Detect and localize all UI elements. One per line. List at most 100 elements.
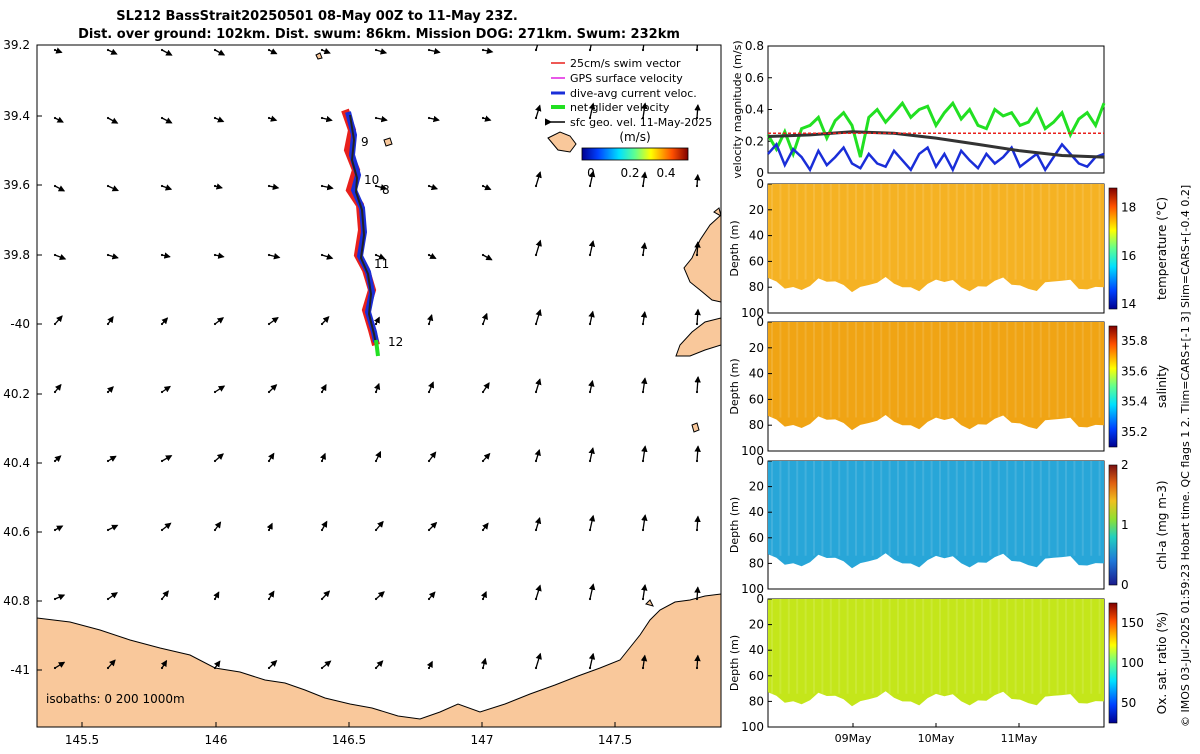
velocity-arrow-base [641,116,645,120]
velocity-arrow [54,116,64,123]
depth-ylabel: Depth (m) [728,635,741,691]
depth-tick-label: 40 [749,367,764,381]
velocity-plot-frame [767,45,1105,174]
velocity-arrow [428,183,439,191]
velocity-arrow-base [427,666,431,670]
velocity-arrow-base [106,116,110,120]
velocity-ytick-label: 0.6 [745,71,764,85]
velocity-arrow-base [213,528,217,532]
velocity-arrow [268,115,278,122]
depth-tick-label: 0 [756,592,764,606]
depth-tick-label: 40 [749,505,764,519]
velocity-arrow [482,115,492,122]
velocity-arrow-base [213,390,217,394]
velocity-arrow-base [267,459,271,463]
lat-tick-label: 40.2 [3,387,30,401]
velocity-arrow-base [320,459,324,463]
velocity-arrow [214,317,225,325]
velocity-arrow [214,116,225,123]
velocity-arrow [54,455,62,463]
colorbar-unit-label: (m/s) [619,130,650,144]
velocity-arrow [107,316,114,325]
velocity-arrow-base [695,184,699,188]
colorbar-tick-label: 0 [1121,578,1129,592]
velocity-arrow-base [374,528,378,532]
velocity-arrow-base [320,666,324,670]
velocity-arrow-base [641,459,645,463]
velocity-arrow-base [695,666,699,670]
velocity-arrow [428,521,438,531]
velocity-arrow-base [588,459,592,463]
velocity-arrow-base [534,322,538,326]
velocity-arrow-base [641,666,645,670]
velocity-arrow [107,185,119,192]
legend-item-sfc-geo-vel: sfc geo. vel. 11-May-2025 [544,116,712,129]
velocity-arrow [107,592,118,600]
velocity-arrow [54,661,66,669]
depth-tick-label: 100 [741,582,764,596]
depth-tick-label: 80 [749,280,764,294]
depth-tick-label: 20 [749,203,764,217]
velocity-arrow [694,586,701,600]
isobaths-label: isobaths: 0 200 1000m [46,692,185,706]
velocity-arrow [375,184,388,191]
day-label-12: 12 [388,335,403,349]
map: 9 10 8 11 12 isobaths: 0 200 1000m 25cm/… [3,38,722,747]
velocity-arrow-base [695,253,699,257]
velocity-arrow [535,104,542,119]
velocity-arrow [641,584,648,600]
velocity-arrow [588,379,595,393]
legend-label: 25cm/s swim vector [570,57,681,70]
velocity-arrow [268,48,278,55]
velocity-arrow [480,590,487,600]
velocity-arrow-base [320,322,324,326]
velocity-arrow-base [374,116,378,120]
velocity-arrow-base [534,666,538,670]
lat-tick-label: 40.8 [3,594,30,608]
velocity-arrow [694,241,701,256]
velocity-arrow-base [427,322,431,326]
velocity-arrow-base [481,666,485,670]
velocity-arrow [107,386,114,394]
velocity-series-line [766,100,1106,159]
velocity-arrow [268,253,281,260]
velocity-arrow-base [427,390,431,394]
velocity-arrow-base [160,528,164,532]
velocity-arrow [535,584,542,600]
depth-tick-label: 80 [749,556,764,570]
depth-tick-label: 40 [749,643,764,657]
velocity-arrow-base [53,48,57,52]
velocity-arrow [535,308,542,325]
velocity-arrow [694,308,701,325]
map-latitude-ticks: 39.2 39.4 39.6 39.8 -40 40.2 40.4 40.6 40.8 -41 [3,38,42,677]
velocity-arrow [694,654,701,669]
velocity-arrow [482,452,491,462]
velocity-arrow-base [213,48,217,52]
velocity-arrow-base [695,459,699,463]
velocity-arrow-base [106,390,110,394]
lat-tick-label: 40.6 [3,525,30,539]
velocity-arrow-base [320,597,324,601]
velocity-arrow [482,47,494,55]
velocity-arrow [694,445,701,462]
velocity-arrow [214,453,224,462]
lat-tick-label: 39.4 [3,109,30,123]
legend-item-dive-avg-current: dive-avg current veloc. [551,87,697,100]
map-title-line2: Dist. over ground: 102km. Dist. swum: 86… [78,27,680,42]
colorbar-tick: 0.4 [656,166,675,180]
velocity-arrow-base [160,253,164,257]
velocity-arrow-base [374,666,378,670]
velocity-arrow [161,385,171,393]
salinity-section [768,322,1104,431]
velocity-arrow [214,183,223,190]
depth-tick-label: 100 [741,720,764,734]
depth-tick-label: 60 [749,531,764,545]
velocity-arrow-base [267,666,271,670]
velocity-arrow [161,590,169,600]
date-tick-label: 11May [1001,732,1038,745]
velocity-arrow-base [267,528,271,532]
lat-tick-label: -41 [10,663,30,677]
velocity-arrow-base [213,322,217,326]
date-tick-label: 09May [835,732,872,745]
velocity-arrow-base [213,184,217,188]
